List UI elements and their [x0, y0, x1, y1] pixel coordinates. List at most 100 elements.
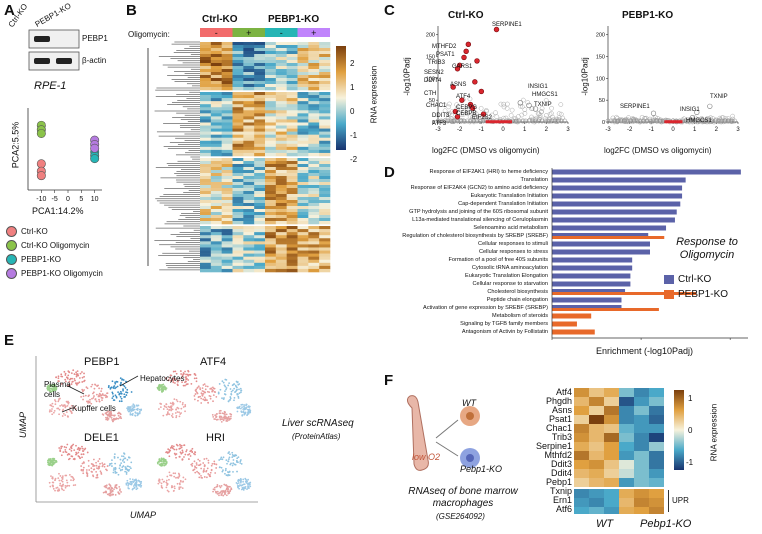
heatmap-cell: [308, 197, 320, 201]
oligo-sign: -: [215, 28, 218, 38]
heatmap-cell: [308, 45, 320, 49]
heatmap-cell: [243, 259, 255, 264]
heatmap-cell: [297, 256, 309, 261]
umap-cell: [194, 465, 196, 468]
heatmap-cell: [604, 388, 619, 397]
volcano-point: [458, 118, 464, 124]
umap-x-label: UMAP: [130, 510, 157, 520]
heatmap-cell: [286, 215, 298, 219]
umap-cell: [70, 449, 73, 452]
umap-cell: [114, 467, 117, 470]
volcano-point: [631, 118, 637, 124]
umap-cell: [191, 451, 194, 454]
heatmap-cell: [200, 215, 212, 219]
umap-cell: [181, 403, 184, 406]
umap-title: Liver scRNAseq: [282, 418, 354, 429]
umap-gene-title: PEBP1: [84, 356, 120, 368]
enrichment-category: Cellular responses to stress: [478, 249, 548, 255]
umap-cell: [92, 464, 95, 466]
heatmap-cell: [308, 259, 320, 264]
heatmap-cell: [265, 203, 277, 207]
heatmap-cell: [200, 247, 212, 251]
umap-cell: [239, 462, 242, 464]
heatmap-cell: [574, 415, 589, 424]
umap-cell: [213, 463, 216, 465]
heatmap-cell: [308, 229, 320, 233]
heatmap-cell: [232, 221, 244, 225]
umap-cell: [163, 480, 166, 483]
umap-cell: [201, 387, 204, 390]
heatmap-cell: [200, 122, 212, 126]
volcano-point: [518, 103, 523, 109]
heatmap-cell: [221, 48, 233, 52]
umap-cell: [104, 394, 107, 397]
umap-cell: [95, 393, 98, 396]
heatmap-cell: [221, 54, 233, 58]
heatmap-cell: [232, 209, 244, 213]
umap-cell: [170, 414, 173, 417]
umap-cell: [71, 377, 73, 380]
volcano-point: [634, 118, 640, 124]
heatmap-cell: [254, 63, 266, 67]
heatmap-cell: [221, 259, 233, 264]
heatmap-cell: [200, 92, 212, 96]
umap-cell: [179, 486, 182, 489]
heatmap-cell: [265, 95, 277, 99]
umap-cell: [95, 464, 98, 467]
volcano-point: [506, 120, 510, 124]
legend-label: PEBP1-KO: [678, 289, 729, 300]
heatmap-cell: [275, 229, 287, 233]
umap-cell: [180, 407, 183, 410]
volcano-point: [519, 112, 525, 118]
umap-cell: [72, 484, 75, 487]
umap-cell: [49, 409, 51, 412]
heatmap-cell: [286, 268, 298, 273]
heatmap-cell: [275, 42, 287, 46]
heatmap-cell: [210, 164, 222, 168]
heatmap-cell: [589, 415, 604, 424]
heatmap-cell: [286, 51, 298, 55]
umap-cell: [62, 412, 65, 415]
heatmap-cell: [265, 241, 277, 245]
experiment-schematic: [406, 395, 480, 471]
umap-cell: [101, 465, 104, 468]
cell-line-label: RPE-1: [34, 80, 67, 92]
umap-cell: [59, 449, 62, 452]
heatmap-cell: [232, 164, 244, 168]
umap-cell: [197, 385, 200, 388]
heatmap-cell: [265, 119, 277, 123]
heatmap-cell: [275, 206, 287, 210]
umap-cell: [60, 479, 63, 482]
umap-cell: [203, 476, 206, 478]
heatmap-cell: [286, 161, 298, 165]
umap-cell: [231, 389, 234, 392]
heatmap-cell: [254, 215, 266, 219]
heatmap-cell: [200, 179, 212, 183]
umap-cell: [242, 408, 245, 410]
volcano-point: [474, 114, 479, 120]
heatmap-cell: [319, 259, 331, 264]
heatmap-cell: [232, 66, 244, 70]
heatmap-cell: [200, 250, 212, 254]
heatmap-cell: [319, 140, 331, 145]
umap-cell: [165, 479, 168, 482]
umap-cell: [182, 384, 185, 387]
umap-cell: [200, 467, 203, 470]
umap-cell: [98, 394, 100, 397]
umap-cell: [221, 458, 224, 461]
heatmap-cell: [308, 152, 320, 157]
oligo-label: Oligomycin:: [128, 30, 170, 39]
heatmap-cell: [232, 200, 244, 204]
umap-cell: [73, 458, 76, 461]
umap-cell: [160, 485, 163, 487]
umap-cell: [111, 465, 113, 467]
heatmap-cell: [232, 244, 244, 248]
heatmap-cell: [308, 158, 320, 162]
umap-cell: [203, 470, 205, 473]
heatmap-cell: [265, 194, 277, 198]
umap-cell: [224, 385, 227, 388]
heatmap-cell: [232, 134, 244, 139]
umap-cell: [243, 404, 246, 406]
heatmap-cell: [265, 161, 277, 165]
umap-cell: [58, 413, 60, 416]
